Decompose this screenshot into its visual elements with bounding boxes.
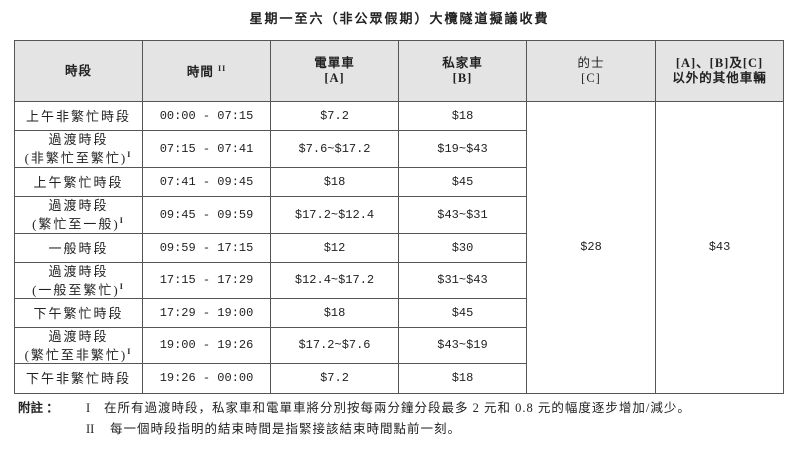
period-sub: (繁忙至非繁忙) [24,347,128,363]
time-cell: 19:00 - 19:26 [142,327,271,364]
period-cell: 一般時段 [14,233,143,263]
period-sub: (一般至繁忙) [32,282,120,298]
header-time: 時間 II [142,40,271,102]
time-cell: 17:29 - 19:00 [142,298,271,328]
motorcycle-fee: $18 [270,167,399,197]
motorcycle-fee: $7.2 [270,101,399,131]
header-other-vehicles: [A]、[B]及[C] 以外的其他車輛 [655,40,784,102]
private-car-fee: $18 [398,363,527,394]
time-cell: 07:15 - 07:41 [142,130,271,168]
private-car-fee: $45 [398,167,527,197]
time-cell: 09:59 - 17:15 [142,233,271,263]
note-text: 在所有過渡時段，私家車和電單車將分別按每兩分鐘分段最多 2 元和 0.8 元的幅… [104,401,691,415]
period-note: I [119,216,125,226]
period-cell: 上午非繁忙時段 [14,101,143,131]
note-number: I [86,401,91,415]
period-cell: 下午繁忙時段 [14,298,143,328]
footnotes: 附註 ： I 在所有過渡時段，私家車和電單車將分別按每兩分鐘分段最多 2 元和 … [18,400,799,438]
motorcycle-fee: $12.4~$17.2 [270,262,399,299]
header-time-label: 時間 [186,65,214,80]
period-note: I [127,346,133,356]
header-row: 時段 時間 II 電單車 [A] 私家車 [B] 的士 [C] [A]、[B]及[C]… [14,40,784,102]
period-cell: 過渡時段 (一般至繁忙)I [14,262,143,299]
motorcycle-fee: $12 [270,233,399,263]
motorcycle-fee: $17.2~$12.4 [270,196,399,234]
period-label: 上午非繁忙時段 [25,108,131,124]
period-cell: 過渡時段 (非繁忙至繁忙)I [14,130,143,168]
header-private-car: 私家車 [B] [398,40,527,102]
motorcycle-fee: $18 [270,298,399,328]
period-cell: 上午繁忙時段 [14,167,143,197]
private-car-fee: $19~$43 [398,130,527,168]
private-car-fee: $43~$19 [398,327,527,364]
period-label: 上午繁忙時段 [33,174,124,190]
header-taxi: 的士 [C] [526,40,656,102]
period-cell: 過渡時段 (繁忙至非繁忙)I [14,327,143,364]
period-label: 下午繁忙時段 [33,305,124,321]
header-other-line1: [A]、[B]及[C] [675,56,764,70]
private-car-fee: $18 [398,101,527,131]
period-note: I [127,150,133,160]
motorcycle-fee: $7.2 [270,363,399,394]
toll-table: 時段 時間 II 電單車 [A] 私家車 [B] 的士 [C] [A]、[B]及[C]… [14,40,784,394]
header-motorcycle: 電單車 [A] [270,40,399,102]
motorcycle-fee: $17.2~$7.6 [270,327,399,364]
header-c-code: [C] [581,71,601,85]
other-vehicles-fee: $43 [655,101,784,394]
private-car-fee: $43~$31 [398,196,527,234]
taxi-fee: $28 [526,101,656,394]
header-a-code: [A] [324,71,345,85]
page-title: 星期一至六（非公眾假期）大欖隧道擬議收費 [249,11,550,26]
period-cell: 下午非繁忙時段 [14,363,143,394]
period-label: 下午非繁忙時段 [25,371,131,386]
table-row: 下午繁忙時段 17:29 - 19:00 $18 $45 [14,298,784,328]
private-car-fee: $30 [398,233,527,263]
header-time-note: II [217,64,227,74]
header-c-name: 的士 [577,56,605,70]
note-number: II [86,422,95,436]
period-label: 過渡時段 [48,198,109,214]
period-cell: 過渡時段 (繁忙至一般)I [14,196,143,234]
period-label: 過渡時段 [48,132,109,148]
period-note: I [119,281,125,291]
private-car-fee: $45 [398,298,527,328]
private-car-fee: $31~$43 [398,262,527,299]
period-sub: (繁忙至一般) [32,216,120,232]
time-cell: 17:15 - 17:29 [142,262,271,299]
time-cell: 19:26 - 00:00 [142,363,271,394]
table-row: 過渡時段 (一般至繁忙)I 17:15 - 17:29 $12.4~$17.2 $31~… [14,262,784,299]
header-period: 時段 [14,40,143,102]
period-label: 一般時段 [48,240,109,256]
header-other-line2: 以外的其他車輛 [672,71,767,85]
table-row: 過渡時段 (繁忙至一般)I 09:45 - 09:59 $17.2~$12.4 $43~… [14,196,784,234]
header-a-name: 電單車 [314,56,355,70]
header-b-name: 私家車 [442,56,483,70]
period-sub: (非繁忙至繁忙) [24,150,128,166]
period-label: 過渡時段 [48,263,109,279]
header-b-code: [B] [452,71,473,85]
period-label: 過渡時段 [48,328,109,344]
time-cell: 00:00 - 07:15 [142,101,271,131]
table-row: 下午非繁忙時段 19:26 - 00:00 $7.2 $18 [14,363,784,394]
time-cell: 09:45 - 09:59 [142,196,271,234]
motorcycle-fee: $7.6~$17.2 [270,130,399,168]
time-cell: 07:41 - 09:45 [142,167,271,197]
note-text: 每一個時段指明的結束時間是指緊接該結束時間點前一刻。 [110,422,462,436]
notes-label: 附註 ： [18,401,59,415]
table-row: 過渡時段 (非繁忙至繁忙)I 07:15 - 07:41 $7.6~$17.2 $19~… [14,130,784,168]
table-row: 上午非繁忙時段 00:00 - 07:15 $7.2 $18 $28 $43 [14,101,784,394]
